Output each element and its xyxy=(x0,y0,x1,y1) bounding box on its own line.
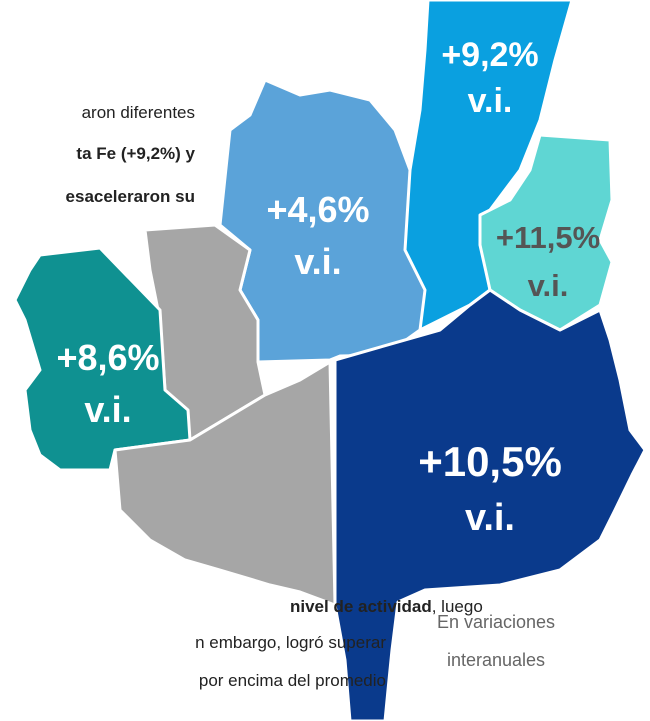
bold-text: nivel de actividad xyxy=(290,597,432,616)
paragraph-line: n embargo, logró superar xyxy=(195,633,386,652)
region-value: +8,6% xyxy=(56,337,159,378)
text: , luego xyxy=(432,597,483,616)
paragraph-line: nivel de actividad, luego xyxy=(290,597,483,616)
paragraph-line: por encima del promedio xyxy=(199,671,386,690)
region-value: +11,5% xyxy=(496,220,600,255)
region-unit: v.i. xyxy=(294,241,341,282)
region-unit: v.i. xyxy=(84,389,131,430)
region-unit: v.i. xyxy=(465,497,515,539)
region-navy xyxy=(333,288,647,721)
region-gray-lower xyxy=(113,360,337,607)
note: interanuales xyxy=(447,650,545,670)
region-unit: v.i. xyxy=(528,268,569,303)
paragraph-line: ta Fe (+9,2%) y xyxy=(76,144,195,163)
note: En variaciones xyxy=(437,612,555,632)
region-value: +10,5% xyxy=(418,438,562,485)
region-unit: v.i. xyxy=(468,82,513,120)
paragraph-line: aron diferentes xyxy=(82,103,195,122)
region-value: +4,6% xyxy=(266,189,369,230)
paragraph-line: esaceleraron su xyxy=(66,187,195,206)
region-value: +9,2% xyxy=(441,36,538,74)
region-teal xyxy=(13,246,192,472)
